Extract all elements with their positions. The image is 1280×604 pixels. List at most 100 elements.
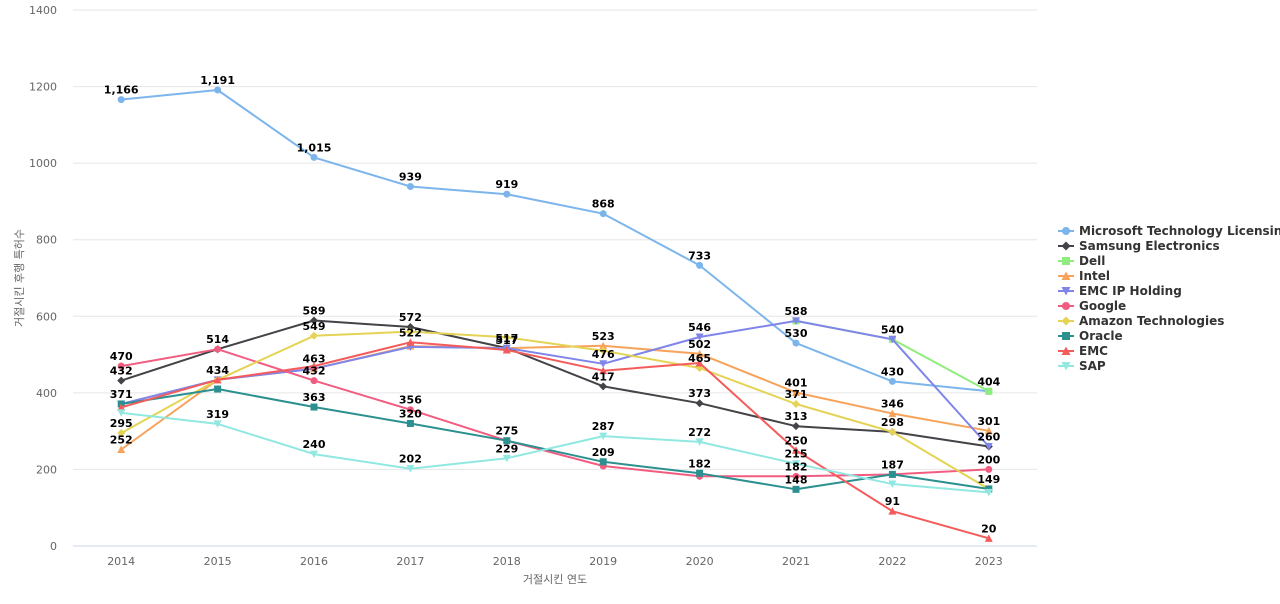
- data-label-oracle: 320: [399, 407, 422, 420]
- data-label-microsoft-technology-licensing: 939: [399, 170, 422, 183]
- data-label-google: 200: [977, 453, 1000, 466]
- data-label-amazon-technologies: 371: [785, 388, 808, 401]
- data-point-intel: [117, 445, 126, 454]
- data-point-samsung-electronics: [117, 376, 126, 385]
- legend-item-emc[interactable]: EMC: [1058, 344, 1108, 358]
- data-label-samsung-electronics: 517: [495, 332, 518, 345]
- data-label-intel: 346: [881, 398, 904, 411]
- data-label-emc-ip-holding: 476: [592, 348, 615, 361]
- data-label-intel: 502: [688, 338, 711, 351]
- data-point-oracle: [214, 385, 222, 393]
- legend-symbol: [1062, 332, 1070, 340]
- data-point-oracle: [503, 437, 511, 445]
- data-label-microsoft-technology-licensing: 430: [881, 365, 904, 378]
- data-label-intel: 301: [977, 415, 1000, 428]
- data-point-sap: [792, 460, 800, 468]
- legend-item-dell[interactable]: Dell: [1058, 254, 1105, 268]
- data-point-samsung-electronics: [406, 323, 415, 332]
- y-axis-title: 거절시킨 후행 특허수: [13, 229, 26, 327]
- data-point-amazon-technologies: [888, 427, 897, 436]
- series-sap: [117, 409, 993, 497]
- data-point-emc: [310, 362, 318, 370]
- legend-symbol: [1061, 241, 1071, 251]
- legend-item-google[interactable]: Google: [1058, 299, 1126, 313]
- data-label-samsung-electronics: 589: [303, 304, 326, 317]
- series-line-google: [121, 348, 989, 478]
- x-tick-label: 2023: [975, 555, 1003, 568]
- series-emc: [117, 338, 993, 542]
- data-label-microsoft-technology-licensing: 868: [592, 198, 615, 211]
- data-label-samsung-electronics: 572: [399, 311, 422, 324]
- data-label-google: 187: [881, 458, 904, 471]
- data-point-oracle: [406, 419, 414, 427]
- data-label-samsung-electronics: 260: [977, 430, 1000, 443]
- x-tick-label: 2019: [589, 555, 617, 568]
- data-label-microsoft-technology-licensing: 1,191: [200, 74, 235, 87]
- legend-symbol: [1062, 302, 1070, 310]
- data-point-google: [117, 362, 125, 370]
- data-point-microsoft-technology-licensing: [117, 96, 125, 104]
- data-label-oracle: 275: [495, 425, 518, 438]
- legend-label: Dell: [1079, 254, 1105, 268]
- series-line-sap: [121, 411, 989, 494]
- data-point-emc: [213, 375, 222, 384]
- data-point-emc: [502, 345, 511, 354]
- data-label-sap: 215: [785, 448, 808, 461]
- data-label-amazon-technologies: 149: [977, 473, 1000, 486]
- legend-item-microsoft-technology-licensing[interactable]: Microsoft Technology Licensing: [1058, 224, 1280, 238]
- data-point-microsoft-technology-licensing: [792, 339, 800, 347]
- legend-symbol: [1062, 257, 1070, 265]
- data-point-sap: [984, 488, 993, 497]
- data-point-oracle: [310, 403, 318, 411]
- data-label-intel: 523: [592, 330, 615, 343]
- data-label-sap: 229: [495, 442, 518, 455]
- data-point-emc-ip-holding: [792, 317, 800, 325]
- data-point-emc: [117, 403, 126, 411]
- data-label-emc: 517: [495, 334, 518, 347]
- legend-item-sap[interactable]: SAP: [1058, 359, 1106, 373]
- y-tick-label: 200: [36, 463, 57, 476]
- data-label-microsoft-technology-licensing: 733: [688, 249, 711, 262]
- data-point-intel: [984, 426, 993, 435]
- data-label-google: 432: [303, 365, 326, 378]
- data-label-intel: 401: [785, 376, 808, 389]
- data-label-oracle: 182: [688, 457, 711, 470]
- data-point-microsoft-technology-licensing: [214, 86, 222, 94]
- data-label-google: 182: [785, 460, 808, 473]
- data-label-microsoft-technology-licensing: 530: [785, 327, 808, 340]
- data-label-amazon-technologies: 465: [688, 352, 711, 365]
- legend-item-oracle[interactable]: Oracle: [1058, 329, 1123, 343]
- data-point-oracle: [696, 469, 704, 477]
- series-group: [117, 86, 993, 542]
- x-tick-label: 2018: [493, 555, 521, 568]
- x-tick-label: 2014: [107, 555, 135, 568]
- series-samsung-electronics: [117, 316, 993, 451]
- legend-item-intel[interactable]: Intel: [1058, 269, 1110, 283]
- data-label-emc: 91: [885, 495, 900, 508]
- data-point-microsoft-technology-licensing: [310, 153, 318, 161]
- data-point-amazon-technologies: [792, 399, 800, 408]
- legend-label: EMC: [1079, 344, 1108, 358]
- data-point-emc: [792, 446, 800, 454]
- y-tick-label: 400: [36, 387, 57, 400]
- data-label-sap: 319: [206, 408, 229, 421]
- data-point-sap: [310, 450, 318, 459]
- data-point-sap: [406, 465, 415, 473]
- data-labels: 1,166 1,191 1,015 939 919 868 733 530 430 404 432 5…: [104, 74, 1001, 535]
- data-point-emc-ip-holding: [888, 335, 897, 344]
- legend-item-emc-ip-holding[interactable]: EMC IP Holding: [1058, 284, 1182, 298]
- legend-symbol: [1061, 287, 1071, 296]
- data-label-google: 470: [110, 350, 133, 363]
- legend-symbol: [1062, 227, 1070, 235]
- legend-item-samsung-electronics[interactable]: Samsung Electronics: [1058, 239, 1220, 253]
- legend-item-amazon-technologies[interactable]: Amazon Technologies: [1058, 314, 1224, 328]
- data-label-samsung-electronics: 417: [592, 370, 615, 383]
- data-point-sap: [695, 438, 704, 446]
- legend-label: Google: [1079, 299, 1126, 313]
- data-point-google: [214, 345, 222, 353]
- data-point-google: [792, 472, 800, 480]
- data-point-emc: [695, 358, 704, 367]
- data-point-intel: [695, 349, 704, 358]
- data-label-microsoft-technology-licensing: 404: [977, 375, 1000, 388]
